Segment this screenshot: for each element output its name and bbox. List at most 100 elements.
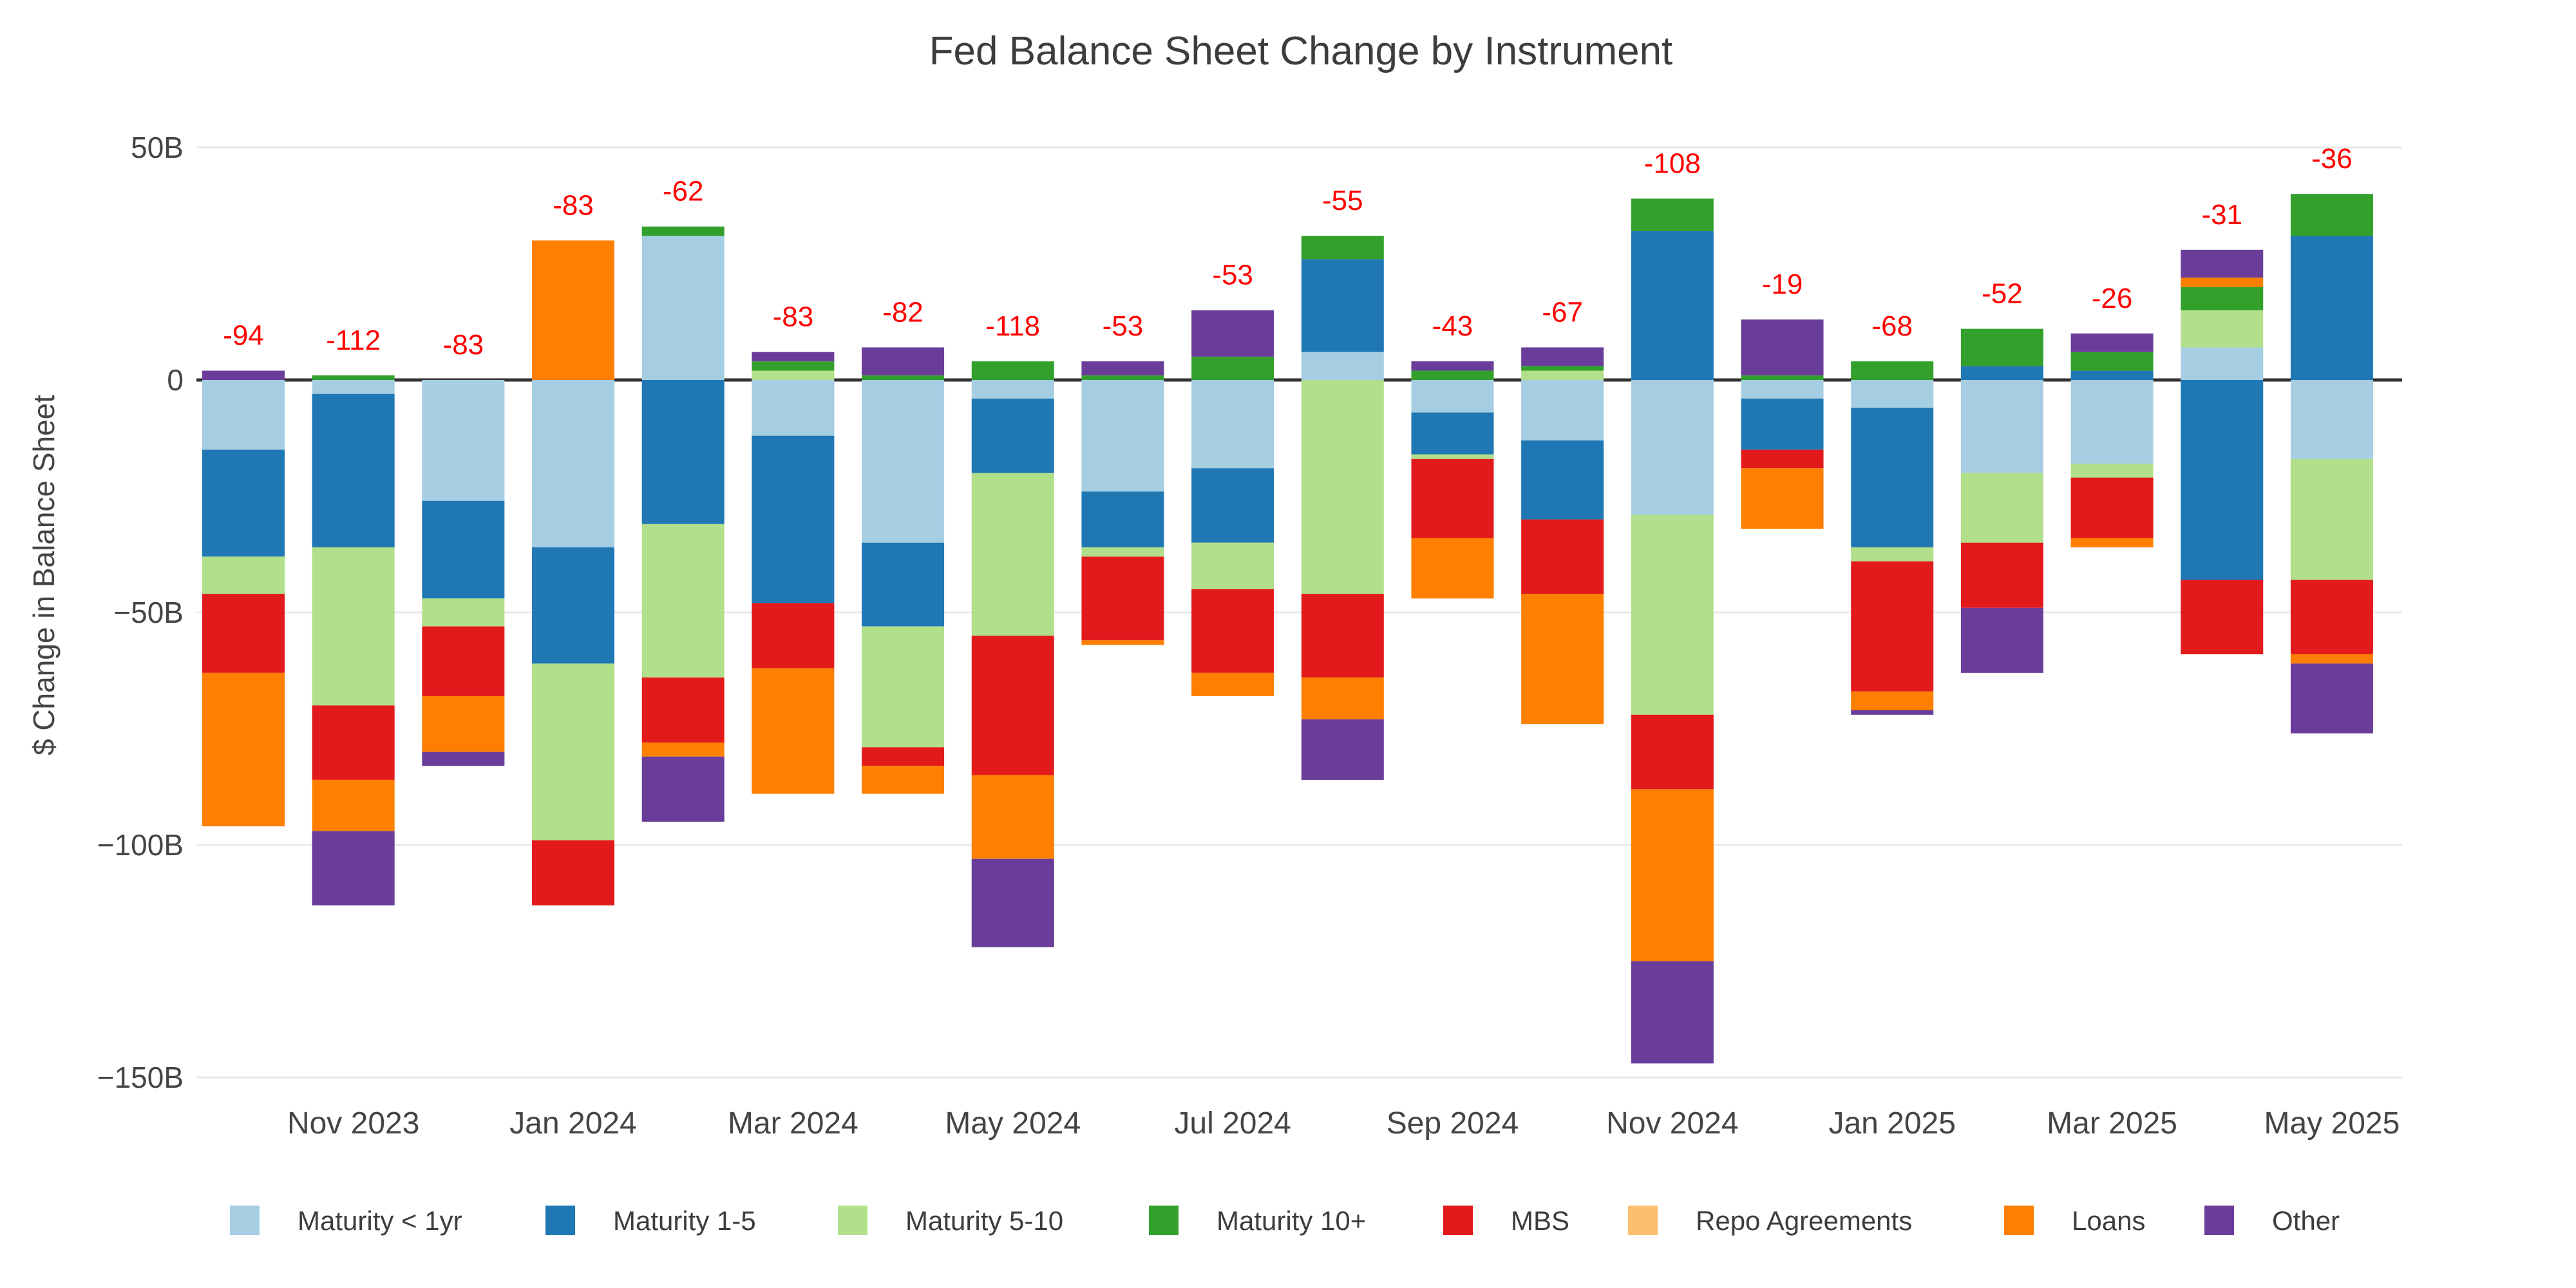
bar-segment-maturity-10[interactable] bbox=[2181, 287, 2264, 310]
bar-segment-other[interactable] bbox=[752, 352, 835, 362]
bar-segment-other[interactable] bbox=[1191, 310, 1274, 357]
bar-segment-maturity-1yr[interactable] bbox=[971, 380, 1054, 399]
bar-segment-loans[interactable] bbox=[641, 743, 724, 757]
bar-segment-loans[interactable] bbox=[422, 696, 505, 752]
bar-segment-maturity-5-10[interactable] bbox=[1411, 454, 1494, 459]
bar-segment-maturity-1yr[interactable] bbox=[2070, 380, 2154, 464]
bar-segment-maturity-10[interactable] bbox=[641, 226, 724, 236]
bar-segment-maturity-1-5[interactable] bbox=[2181, 380, 2264, 580]
bar-segment-loans[interactable] bbox=[1631, 789, 1714, 961]
bar-segment-mbs[interactable] bbox=[1081, 556, 1164, 641]
bar-segment-other[interactable] bbox=[1081, 361, 1164, 375]
bar-segment-maturity-5-10[interactable] bbox=[752, 370, 835, 380]
bar-segment-mbs[interactable] bbox=[2070, 477, 2154, 538]
bar-segment-maturity-1-5[interactable] bbox=[202, 450, 285, 557]
bar-segment-loans[interactable] bbox=[202, 672, 285, 827]
bar-segment-other[interactable] bbox=[2290, 663, 2373, 734]
bar-segment-maturity-5-10[interactable] bbox=[862, 626, 945, 748]
bar-segment-maturity-1-5[interactable] bbox=[1301, 259, 1384, 352]
bar-segment-maturity-5-10[interactable] bbox=[2070, 463, 2154, 478]
bar-segment-loans[interactable] bbox=[2290, 654, 2373, 664]
bar-segment-maturity-1yr[interactable] bbox=[1851, 380, 1934, 408]
bar-segment-maturity-5-10[interactable] bbox=[641, 524, 724, 678]
bar-segment-loans[interactable] bbox=[2181, 278, 2264, 287]
bar-segment-maturity-10[interactable] bbox=[2290, 194, 2373, 236]
bar-segment-maturity-1yr[interactable] bbox=[1191, 380, 1274, 469]
bar-segment-other[interactable] bbox=[202, 370, 285, 380]
bar-segment-maturity-1yr[interactable] bbox=[641, 236, 724, 380]
bar-segment-other[interactable] bbox=[2181, 249, 2264, 278]
bar-segment-loans[interactable] bbox=[1411, 538, 1494, 599]
bar-segment-maturity-5-10[interactable] bbox=[422, 598, 505, 627]
bar-segment-other[interactable] bbox=[1301, 719, 1384, 780]
bar-segment-other[interactable] bbox=[1521, 347, 1604, 366]
bar-segment-other[interactable] bbox=[2070, 333, 2154, 352]
bar-segment-other[interactable] bbox=[312, 831, 395, 905]
bar-segment-other[interactable] bbox=[641, 756, 724, 822]
bar-segment-maturity-1yr[interactable] bbox=[1521, 380, 1604, 440]
bar-segment-maturity-1-5[interactable] bbox=[2070, 370, 2154, 380]
legend-item-other[interactable]: Other bbox=[2204, 1206, 2340, 1236]
bar-segment-maturity-10[interactable] bbox=[1741, 375, 1824, 380]
bar-segment-maturity-10[interactable] bbox=[2070, 352, 2154, 371]
bar-segment-other[interactable] bbox=[1741, 319, 1824, 375]
bar-segment-mbs[interactable] bbox=[532, 840, 615, 905]
bar-segment-other[interactable] bbox=[1411, 361, 1494, 371]
bar-segment-maturity-10[interactable] bbox=[1081, 375, 1164, 380]
legend-item-mbs[interactable]: MBS bbox=[1443, 1206, 1569, 1236]
bar-segment-maturity-1yr[interactable] bbox=[1741, 380, 1824, 399]
bar-segment-maturity-1-5[interactable] bbox=[312, 393, 395, 547]
bar-segment-maturity-5-10[interactable] bbox=[1960, 473, 2043, 543]
bar-segment-maturity-1-5[interactable] bbox=[1851, 408, 1934, 547]
bar-segment-mbs[interactable] bbox=[1631, 714, 1714, 790]
bar-segment-maturity-10[interactable] bbox=[1521, 366, 1604, 371]
legend-item-loans[interactable]: Loans bbox=[2004, 1206, 2145, 1236]
bar-segment-maturity-5-10[interactable] bbox=[312, 547, 395, 706]
bar-segment-maturity-5-10[interactable] bbox=[202, 556, 285, 594]
bar-segment-loans[interactable] bbox=[2070, 538, 2154, 547]
bar-segment-maturity-5-10[interactable] bbox=[1521, 370, 1604, 380]
bar-segment-maturity-10[interactable] bbox=[752, 361, 835, 371]
bar-segment-maturity-1yr[interactable] bbox=[202, 380, 285, 450]
bar-segment-maturity-5-10[interactable] bbox=[2290, 459, 2373, 580]
bar-segment-maturity-1-5[interactable] bbox=[1960, 366, 2043, 380]
bar-segment-maturity-5-10[interactable] bbox=[532, 663, 615, 840]
bar-segment-mbs[interactable] bbox=[422, 626, 505, 696]
bar-segment-maturity-1-5[interactable] bbox=[2290, 236, 2373, 380]
legend-item-maturity-5-10[interactable]: Maturity 5-10 bbox=[838, 1206, 1063, 1236]
bar-segment-maturity-1-5[interactable] bbox=[1411, 412, 1494, 455]
bar-segment-maturity-1yr[interactable] bbox=[1301, 352, 1384, 380]
bar-segment-maturity-1yr[interactable] bbox=[2290, 380, 2373, 459]
bar-segment-maturity-5-10[interactable] bbox=[1631, 515, 1714, 715]
bar-segment-loans[interactable] bbox=[1191, 672, 1274, 696]
bar-segment-loans[interactable] bbox=[1081, 640, 1164, 645]
bar-segment-other[interactable] bbox=[1960, 607, 2043, 673]
bar-segment-maturity-10[interactable] bbox=[1631, 198, 1714, 231]
bar-segment-maturity-10[interactable] bbox=[862, 375, 945, 380]
bar-segment-mbs[interactable] bbox=[312, 705, 395, 780]
bar-segment-mbs[interactable] bbox=[1191, 589, 1274, 673]
bar-segment-maturity-1yr[interactable] bbox=[422, 380, 505, 501]
bar-segment-maturity-10[interactable] bbox=[1191, 356, 1274, 380]
bar-segment-loans[interactable] bbox=[862, 766, 945, 794]
bar-segment-maturity-1-5[interactable] bbox=[1521, 440, 1604, 520]
bar-segment-maturity-1yr[interactable] bbox=[752, 380, 835, 436]
bar-segment-maturity-1-5[interactable] bbox=[752, 435, 835, 603]
bar-segment-loans[interactable] bbox=[1851, 691, 1934, 710]
bar-segment-other[interactable] bbox=[971, 858, 1054, 947]
bar-segment-maturity-1yr[interactable] bbox=[532, 380, 615, 547]
bar-segment-other[interactable] bbox=[862, 347, 945, 375]
bar-segment-maturity-10[interactable] bbox=[971, 361, 1054, 380]
bar-segment-maturity-1-5[interactable] bbox=[532, 547, 615, 664]
bar-segment-mbs[interactable] bbox=[752, 603, 835, 668]
bar-segment-maturity-10[interactable] bbox=[1301, 236, 1384, 260]
bar-segment-mbs[interactable] bbox=[1851, 561, 1934, 692]
bar-segment-mbs[interactable] bbox=[1411, 459, 1494, 538]
bar-segment-loans[interactable] bbox=[971, 775, 1054, 859]
bar-segment-maturity-5-10[interactable] bbox=[1191, 542, 1274, 589]
bar-segment-maturity-5-10[interactable] bbox=[1081, 547, 1164, 557]
bar-segment-maturity-1yr[interactable] bbox=[1631, 380, 1714, 515]
bar-segment-mbs[interactable] bbox=[971, 636, 1054, 775]
bar-segment-mbs[interactable] bbox=[2181, 580, 2264, 654]
bar-segment-maturity-10[interactable] bbox=[312, 375, 395, 380]
